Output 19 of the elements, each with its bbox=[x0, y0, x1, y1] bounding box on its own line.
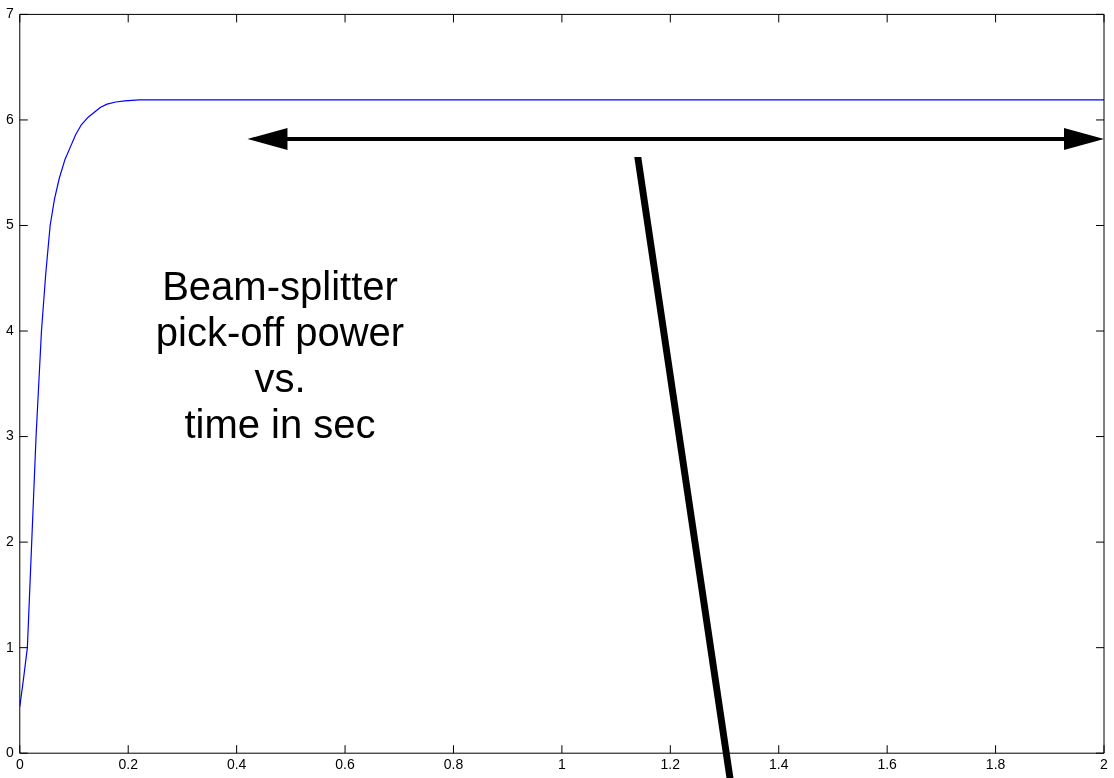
x-tick-label: 0.6 bbox=[335, 756, 355, 773]
x-tick-label: 1.8 bbox=[985, 756, 1006, 773]
y-tick-label: 6 bbox=[5, 110, 14, 127]
x-tick-label: 0.2 bbox=[118, 756, 139, 773]
annotation: Beam-splitter pick-off power vs. time in sec bbox=[155, 263, 405, 446]
y-tick-label: 1 bbox=[5, 638, 14, 655]
x-tick-label: 0.8 bbox=[443, 756, 464, 773]
x-tick-label: 1.2 bbox=[660, 756, 681, 773]
x-tick-label: 1.4 bbox=[769, 756, 789, 773]
y-tick-label: 4 bbox=[5, 321, 14, 338]
x-tick-label: 0.4 bbox=[226, 756, 247, 773]
y-tick-label: 0 bbox=[5, 744, 14, 761]
y-tick-label: 3 bbox=[5, 427, 14, 444]
x-tick-label: 2 bbox=[1100, 756, 1109, 773]
x-tick-label: 1.6 bbox=[877, 756, 898, 773]
y-tick-label: 2 bbox=[5, 532, 14, 549]
x-tick-label: 1 bbox=[557, 756, 566, 773]
y-tick-label: 5 bbox=[5, 216, 14, 233]
y-tick-label: 7 bbox=[5, 5, 14, 22]
